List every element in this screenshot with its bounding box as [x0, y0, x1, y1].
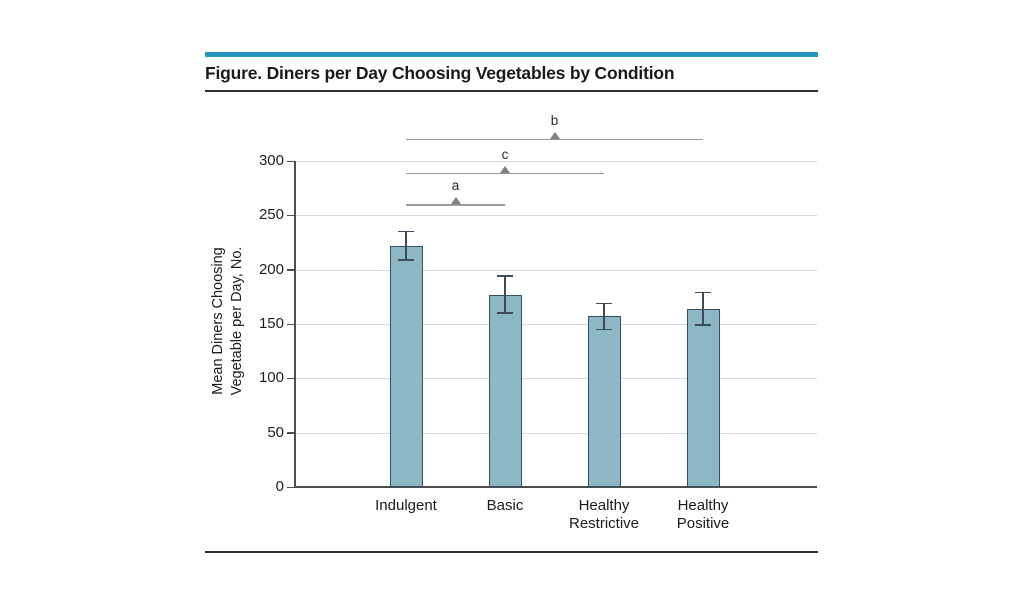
- error-bar-stem-1: [504, 276, 506, 314]
- significance-bracket-line-b: [406, 139, 703, 141]
- figure-card: Figure. Diners per Day Choosing Vegetabl…: [205, 52, 818, 553]
- x-label-3: Healthy Positive: [638, 497, 768, 533]
- y-tick-200: [287, 269, 294, 271]
- y-tick-label-200: 200: [258, 260, 284, 278]
- gridline-150: [294, 324, 817, 325]
- error-bar-cap-top-0: [398, 230, 414, 233]
- x-label-line: Healthy: [677, 497, 729, 514]
- error-bar-cap-bottom-0: [398, 259, 414, 261]
- figure-bottom-rule: [205, 551, 818, 553]
- significance-marker-triangle-b: [549, 132, 560, 140]
- y-axis-title: Mean Diners Choosing Vegetable per Day, …: [210, 246, 245, 396]
- significance-marker-triangle-a: [450, 197, 461, 205]
- x-label-1: Basic: [440, 497, 570, 515]
- significance-label-a: a: [451, 178, 460, 194]
- x-axis-line: [294, 486, 817, 488]
- x-label-2: Healthy Restrictive: [539, 497, 669, 533]
- y-tick-300: [287, 160, 294, 162]
- x-label-0: Indulgent: [341, 497, 471, 515]
- figure-title: Figure. Diners per Day Choosing Vegetabl…: [205, 63, 675, 83]
- y-tick-label-100: 100: [258, 369, 284, 387]
- y-tick-50: [287, 432, 294, 434]
- error-bar-cap-bottom-3: [695, 324, 711, 326]
- x-label-line: Healthy: [578, 497, 630, 514]
- y-tick-label-300: 300: [258, 152, 284, 169]
- bar-0: [389, 245, 423, 487]
- y-tick-label-150: 150: [258, 315, 284, 332]
- gridline-50: [294, 432, 817, 434]
- y-tick-label-50: 50: [267, 423, 284, 441]
- error-bar-stem-3: [702, 292, 704, 326]
- y-axis-line: [294, 161, 296, 487]
- significance-label-b: b: [550, 113, 559, 129]
- x-label-line: Basic: [486, 497, 524, 514]
- gridline-100: [294, 378, 817, 380]
- significance-label-c: c: [501, 146, 509, 162]
- y-tick-0: [287, 486, 294, 488]
- y-tick-250: [287, 214, 294, 217]
- bar-3: [686, 308, 720, 487]
- gridline-200: [294, 269, 817, 271]
- bar-1: [488, 294, 522, 487]
- y-tick-100: [287, 377, 294, 380]
- error-bar-cap-top-3: [695, 291, 711, 294]
- chart-region: 0 50 100 150 200 250 300 Indulgent Basic Healthy R…: [205, 92, 818, 551]
- x-label-line: Indulgent: [375, 497, 437, 514]
- error-bar-cap-bottom-1: [497, 312, 513, 314]
- figure-accent-rule: [205, 52, 818, 57]
- title-divider: [205, 90, 818, 92]
- error-bar-cap-top-1: [497, 275, 513, 277]
- y-tick-label-0: 0: [275, 478, 284, 495]
- gridline-300: [294, 161, 817, 162]
- x-label-line: Restrictive: [568, 515, 639, 532]
- plot-area: 0 50 100 150 200 250 300 Indulgent Basic Healthy R…: [210, 113, 817, 532]
- gridline-250: [294, 215, 817, 217]
- error-bar-cap-bottom-2: [596, 328, 612, 331]
- x-label-line: Positive: [676, 515, 730, 532]
- significance-bracket-line-c: [406, 172, 604, 175]
- bar-2: [587, 316, 621, 487]
- significance-marker-triangle-c: [500, 165, 510, 173]
- y-tick-150: [287, 323, 294, 325]
- y-tick-label-250: 250: [258, 206, 284, 224]
- error-bar-stem-2: [603, 303, 605, 330]
- error-bar-stem-0: [405, 231, 407, 260]
- error-bar-cap-top-2: [596, 302, 612, 305]
- significance-bracket-line-a: [406, 204, 505, 206]
